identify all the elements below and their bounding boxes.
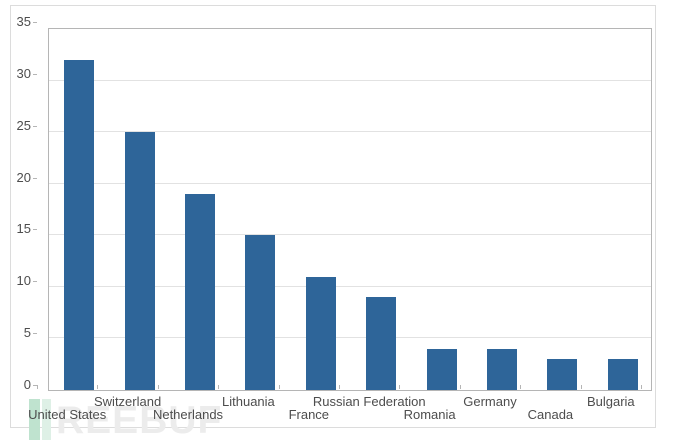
bar-romania xyxy=(426,348,457,390)
x-axis-label-romania: Romania xyxy=(403,407,456,422)
y-axis-tick-5 xyxy=(33,333,37,335)
y-axis-tick-20 xyxy=(33,177,37,179)
chart-frame: REEBUF xyxy=(10,5,656,440)
bar-lithuania xyxy=(245,235,276,390)
y-axis-label-35: 35 xyxy=(16,14,31,29)
x-axis-tick-3 xyxy=(218,385,220,389)
freebuf-watermark: REEBUF xyxy=(29,399,222,440)
x-axis-label-france: France xyxy=(288,407,330,422)
x-axis-tick-8 xyxy=(520,385,522,389)
freebuf-logo-bar-right xyxy=(42,399,51,440)
y-axis-label-30: 30 xyxy=(16,65,31,81)
x-axis-tick-1 xyxy=(97,385,99,389)
x-axis-tick-4 xyxy=(278,385,280,389)
x-axis-label-lithuania: Lithuania xyxy=(222,394,275,409)
y-axis-tick-0 xyxy=(33,385,37,386)
y-axis-label-25: 25 xyxy=(16,117,31,133)
plot-area xyxy=(48,28,652,391)
bar-bulgaria xyxy=(607,359,638,390)
x-axis-tick-5 xyxy=(339,385,340,389)
y-axis-tick-30 xyxy=(33,73,37,75)
y-axis-label-5: 5 xyxy=(23,325,31,341)
x-axis-label-germany: Germany xyxy=(463,394,517,409)
x-axis-tick-6 xyxy=(399,385,401,389)
freebuf-logo-bar-left xyxy=(29,399,40,440)
x-axis-tick-10 xyxy=(641,385,642,389)
freebuf-logo-icon xyxy=(29,399,51,440)
y-axis-tick-35 xyxy=(33,22,37,23)
watermark-text: REEBUF xyxy=(56,399,223,440)
y-axis-label-15: 15 xyxy=(16,221,31,237)
x-axis-tick-2 xyxy=(157,385,159,389)
x-axis-label-canada: Canada xyxy=(527,407,574,422)
y-axis-label-10: 10 xyxy=(16,273,31,289)
y-axis-tick-10 xyxy=(33,281,37,283)
y-axis-label-0: 0 xyxy=(23,377,31,392)
gridline-y-25 xyxy=(49,131,651,133)
x-axis-tick-0 xyxy=(37,385,38,389)
bar-france xyxy=(305,276,336,390)
gridline-y-30 xyxy=(49,79,651,81)
gridline-y-10 xyxy=(49,285,651,287)
x-axis-label-united-states: United States xyxy=(28,407,107,422)
gridline-y-5 xyxy=(49,337,651,339)
gridline-y-20 xyxy=(49,182,651,184)
bar-germany xyxy=(487,348,517,390)
bar-switzerland xyxy=(124,132,155,390)
bar-canada xyxy=(547,359,578,390)
x-axis-label-russian-federation: Russian Federation xyxy=(312,394,426,409)
x-axis-tick-9 xyxy=(580,385,582,389)
y-axis-tick-25 xyxy=(33,125,37,127)
y-axis-label-20: 20 xyxy=(16,169,31,185)
x-axis-tick-7 xyxy=(459,385,461,389)
y-axis-tick-15 xyxy=(33,229,37,231)
x-axis-label-bulgaria: Bulgaria xyxy=(586,394,635,409)
bar-united-states xyxy=(64,59,95,390)
x-axis-label-switzerland: Switzerland xyxy=(93,394,162,409)
x-axis-label-netherlands: Netherlands xyxy=(152,407,224,422)
gridline-y-15 xyxy=(49,234,651,236)
bar-netherlands xyxy=(185,194,215,390)
bar-russian-federation xyxy=(366,297,397,390)
